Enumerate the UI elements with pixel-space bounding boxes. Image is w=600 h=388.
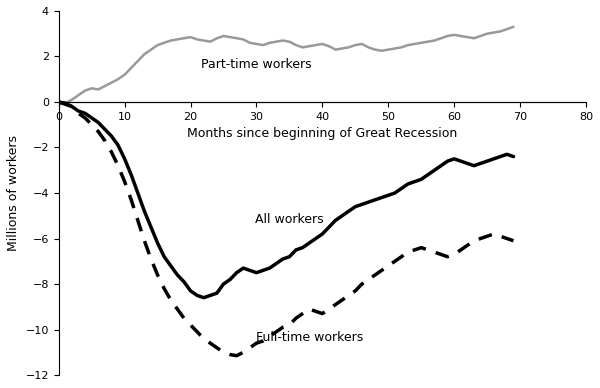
Text: Full-time workers: Full-time workers (256, 331, 363, 344)
Text: Part-time workers: Part-time workers (201, 58, 312, 71)
X-axis label: Months since beginning of Great Recession: Months since beginning of Great Recessio… (187, 127, 457, 140)
Y-axis label: Millions of workers: Millions of workers (7, 135, 20, 251)
Text: All workers: All workers (255, 213, 324, 225)
